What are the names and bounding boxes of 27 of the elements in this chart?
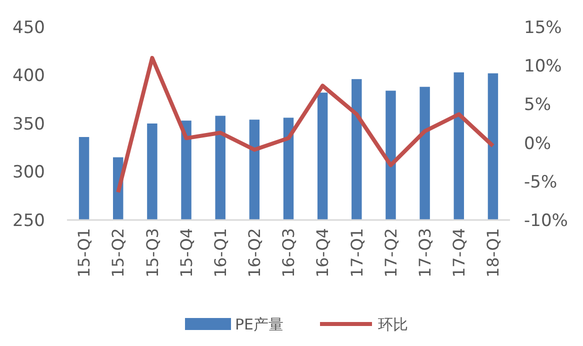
x-tick-label: 15-Q3 bbox=[142, 228, 162, 278]
x-tick-label: 17-Q4 bbox=[449, 228, 468, 278]
y2-tick-label: 15% bbox=[524, 18, 562, 38]
x-tick-label: 15-Q1 bbox=[74, 228, 94, 278]
y2-tick-label: 5% bbox=[524, 95, 551, 116]
x-tick-label: 16-Q3 bbox=[279, 228, 298, 278]
y-tick-label: 400 bbox=[12, 66, 45, 86]
x-tick-label: 17-Q1 bbox=[347, 228, 366, 278]
y2-tick-label: -10% bbox=[524, 210, 568, 231]
y2-tick-label: 10% bbox=[524, 56, 562, 77]
y2-tick-label: 0% bbox=[524, 134, 551, 154]
x-tick-label: 17-Q2 bbox=[381, 228, 400, 278]
x-tick-label: 15-Q2 bbox=[108, 228, 128, 278]
y-tick-label: 300 bbox=[12, 162, 45, 183]
x-tick-label: 17-Q3 bbox=[415, 228, 434, 278]
x-tick-label: 15-Q4 bbox=[176, 228, 196, 278]
legend-label: 环比 bbox=[378, 315, 408, 334]
y-tick-label: 350 bbox=[12, 114, 45, 134]
y-tick-label: 250 bbox=[12, 210, 45, 231]
x-tick-label: 16-Q4 bbox=[313, 228, 332, 278]
x-tick-label: 16-Q2 bbox=[245, 228, 264, 278]
y-tick-label: 450 bbox=[12, 18, 45, 38]
legend-label: PE产量 bbox=[235, 315, 284, 334]
y2-tick-label: -5% bbox=[524, 172, 558, 192]
x-tick-label: 16-Q1 bbox=[210, 228, 230, 278]
line-series bbox=[116, 56, 495, 194]
x-tick-label: 18-Q1 bbox=[484, 228, 503, 278]
